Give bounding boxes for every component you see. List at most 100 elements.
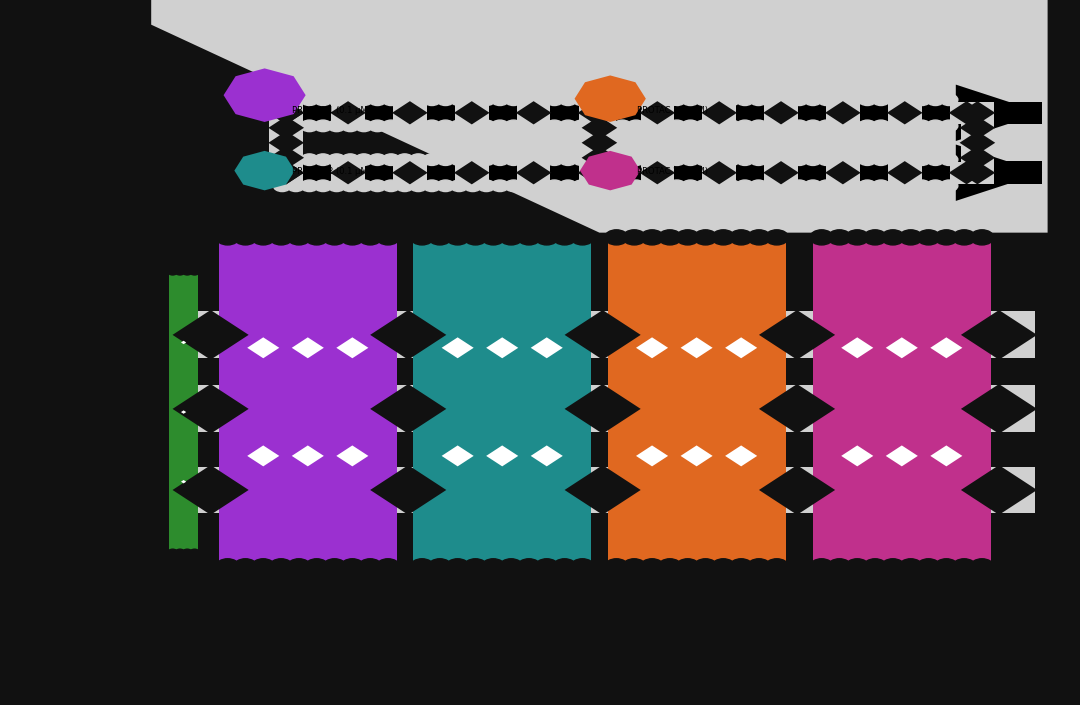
Circle shape <box>953 559 975 574</box>
Circle shape <box>900 230 922 245</box>
Circle shape <box>341 120 359 132</box>
Circle shape <box>730 230 753 245</box>
Text: PROTAC 2 (0.1 µM): PROTAC 2 (0.1 µM) <box>292 167 370 176</box>
Circle shape <box>446 559 469 574</box>
Circle shape <box>482 230 504 245</box>
Circle shape <box>654 180 672 192</box>
Circle shape <box>927 120 944 132</box>
Circle shape <box>571 230 594 245</box>
Circle shape <box>545 154 563 166</box>
Circle shape <box>464 559 487 574</box>
Circle shape <box>712 230 734 245</box>
Circle shape <box>676 230 699 245</box>
Circle shape <box>627 154 645 166</box>
Circle shape <box>491 120 509 132</box>
Circle shape <box>409 154 427 166</box>
Circle shape <box>323 230 346 245</box>
Circle shape <box>477 180 495 192</box>
Circle shape <box>828 559 851 574</box>
Circle shape <box>500 230 523 245</box>
Circle shape <box>464 180 482 192</box>
Circle shape <box>600 154 618 166</box>
Circle shape <box>270 559 293 574</box>
Circle shape <box>423 154 441 166</box>
Circle shape <box>818 94 835 106</box>
Circle shape <box>737 180 754 192</box>
Circle shape <box>900 120 917 132</box>
Circle shape <box>446 230 469 245</box>
Circle shape <box>167 269 177 275</box>
Circle shape <box>586 154 604 166</box>
Circle shape <box>287 120 305 132</box>
Circle shape <box>640 180 659 192</box>
Circle shape <box>791 180 808 192</box>
Circle shape <box>750 120 767 132</box>
Circle shape <box>532 120 550 132</box>
Circle shape <box>696 120 713 132</box>
Circle shape <box>341 230 364 245</box>
Circle shape <box>450 180 468 192</box>
Bar <box>275 161 1042 184</box>
Circle shape <box>640 94 659 106</box>
Circle shape <box>586 180 604 192</box>
Circle shape <box>287 94 305 106</box>
Circle shape <box>777 154 795 166</box>
Circle shape <box>845 94 863 106</box>
Circle shape <box>777 120 795 132</box>
Circle shape <box>832 154 849 166</box>
Circle shape <box>504 94 523 106</box>
Circle shape <box>832 180 849 192</box>
Circle shape <box>913 180 931 192</box>
Circle shape <box>571 559 594 574</box>
Circle shape <box>886 94 903 106</box>
Circle shape <box>464 154 482 166</box>
Circle shape <box>941 94 958 106</box>
Circle shape <box>613 180 631 192</box>
Circle shape <box>436 154 455 166</box>
Circle shape <box>314 180 332 192</box>
Circle shape <box>491 180 509 192</box>
Circle shape <box>681 120 699 132</box>
Circle shape <box>900 559 922 574</box>
Circle shape <box>927 154 944 166</box>
Circle shape <box>368 154 387 166</box>
Circle shape <box>791 94 808 106</box>
Circle shape <box>183 269 192 275</box>
Circle shape <box>832 94 849 106</box>
Polygon shape <box>956 145 1042 201</box>
Circle shape <box>941 180 958 192</box>
Circle shape <box>708 154 727 166</box>
Circle shape <box>723 94 740 106</box>
Circle shape <box>504 120 523 132</box>
Circle shape <box>586 120 604 132</box>
Circle shape <box>737 94 754 106</box>
Circle shape <box>328 180 346 192</box>
Circle shape <box>477 120 495 132</box>
Circle shape <box>764 120 781 132</box>
Circle shape <box>613 94 631 106</box>
Circle shape <box>696 94 713 106</box>
Circle shape <box>396 94 414 106</box>
Circle shape <box>708 94 727 106</box>
Bar <box>170 273 199 551</box>
Circle shape <box>314 154 332 166</box>
Circle shape <box>627 120 645 132</box>
Circle shape <box>314 94 332 106</box>
Circle shape <box>881 559 904 574</box>
Bar <box>275 102 1042 124</box>
Circle shape <box>818 120 835 132</box>
Circle shape <box>864 230 887 245</box>
Circle shape <box>627 180 645 192</box>
Circle shape <box>747 559 770 574</box>
Circle shape <box>464 94 482 106</box>
Circle shape <box>190 269 200 275</box>
Circle shape <box>482 559 504 574</box>
Circle shape <box>518 120 536 132</box>
Circle shape <box>605 230 627 245</box>
Circle shape <box>900 180 917 192</box>
Circle shape <box>845 120 863 132</box>
Text: PROTAC 2 (1 µM): PROTAC 2 (1 µM) <box>637 167 708 176</box>
Circle shape <box>859 180 876 192</box>
Circle shape <box>450 94 468 106</box>
Circle shape <box>409 94 427 106</box>
